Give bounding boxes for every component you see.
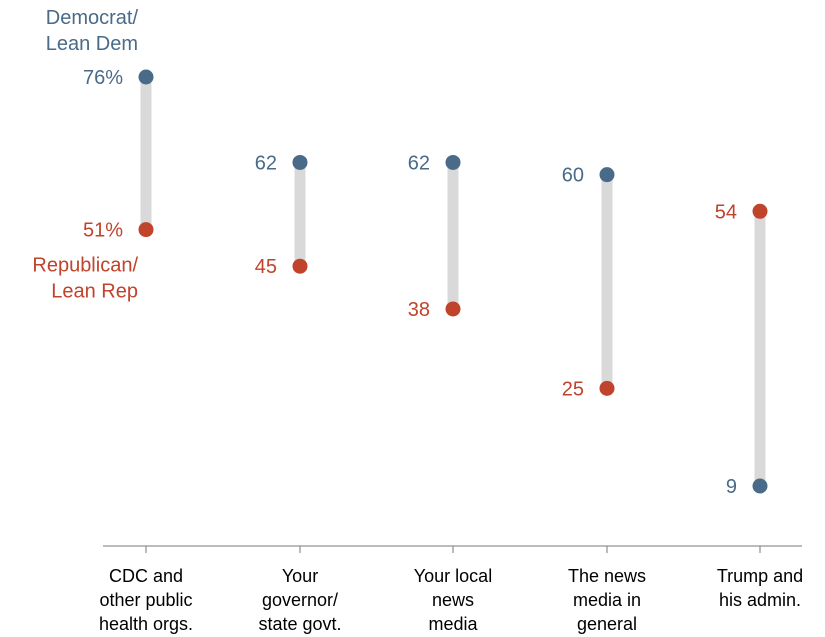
dem-point-3 <box>445 154 461 170</box>
rep-value-label-3: 38 <box>408 299 430 321</box>
category-label-4-line-1: The news <box>568 566 646 586</box>
category-label-3-line-3: media <box>428 614 478 634</box>
category-label-1-line-3: health orgs. <box>99 614 193 634</box>
dem-point-2 <box>292 154 308 170</box>
legend-rep-line-1: Republican/ <box>32 255 138 277</box>
data-labels: 76% 62 62 60 9 51% 45 38 25 54 <box>83 67 737 498</box>
category-labels: CDC and other public health orgs. Your gover… <box>99 566 803 634</box>
dem-point-4 <box>599 167 615 183</box>
dem-point-1 <box>138 69 154 85</box>
connectors <box>140 77 766 486</box>
category-label-3-line-1: Your local <box>414 566 492 586</box>
rep-point-2 <box>292 258 308 274</box>
legend-rep-line-2: Lean Rep <box>51 281 138 303</box>
category-label-1-line-1: CDC and <box>109 566 183 586</box>
x-axis <box>103 545 802 553</box>
rep-value-label-4: 25 <box>562 378 584 400</box>
dem-value-label-4: 60 <box>562 165 584 187</box>
dem-value-label-3: 62 <box>408 152 430 174</box>
category-label-1-line-2: other public <box>99 590 192 610</box>
dem-point-5 <box>752 478 768 494</box>
rep-point-5 <box>752 203 768 219</box>
legend-dem-line-2: Lean Dem <box>46 33 138 55</box>
data-points <box>138 69 768 494</box>
rep-value-label-5: 54 <box>715 201 737 223</box>
category-label-2-line-3: state govt. <box>258 614 341 634</box>
dem-value-label-1: 76% <box>83 67 123 89</box>
category-label-2-line-1: Your <box>282 566 318 586</box>
category-label-2-line-2: governor/ <box>262 590 338 610</box>
category-label-3-line-2: news <box>432 590 474 610</box>
rep-value-label-2: 45 <box>255 256 277 278</box>
dem-value-label-2: 62 <box>255 152 277 174</box>
category-label-4-line-3: general <box>577 614 637 634</box>
legend-dem-line-1: Democrat/ <box>46 7 139 29</box>
category-label-5-line-1: Trump and <box>717 566 803 586</box>
legend: Democrat/Lean Dem Republican/Lean Rep <box>32 7 138 303</box>
rep-value-label-1: 51% <box>83 220 123 242</box>
rep-point-1 <box>138 222 154 238</box>
rep-point-4 <box>599 380 615 396</box>
category-label-4-line-2: media in <box>573 590 641 610</box>
rep-point-3 <box>445 301 461 317</box>
category-label-5-line-2: his admin. <box>719 590 801 610</box>
dem-value-label-5: 9 <box>726 476 737 498</box>
